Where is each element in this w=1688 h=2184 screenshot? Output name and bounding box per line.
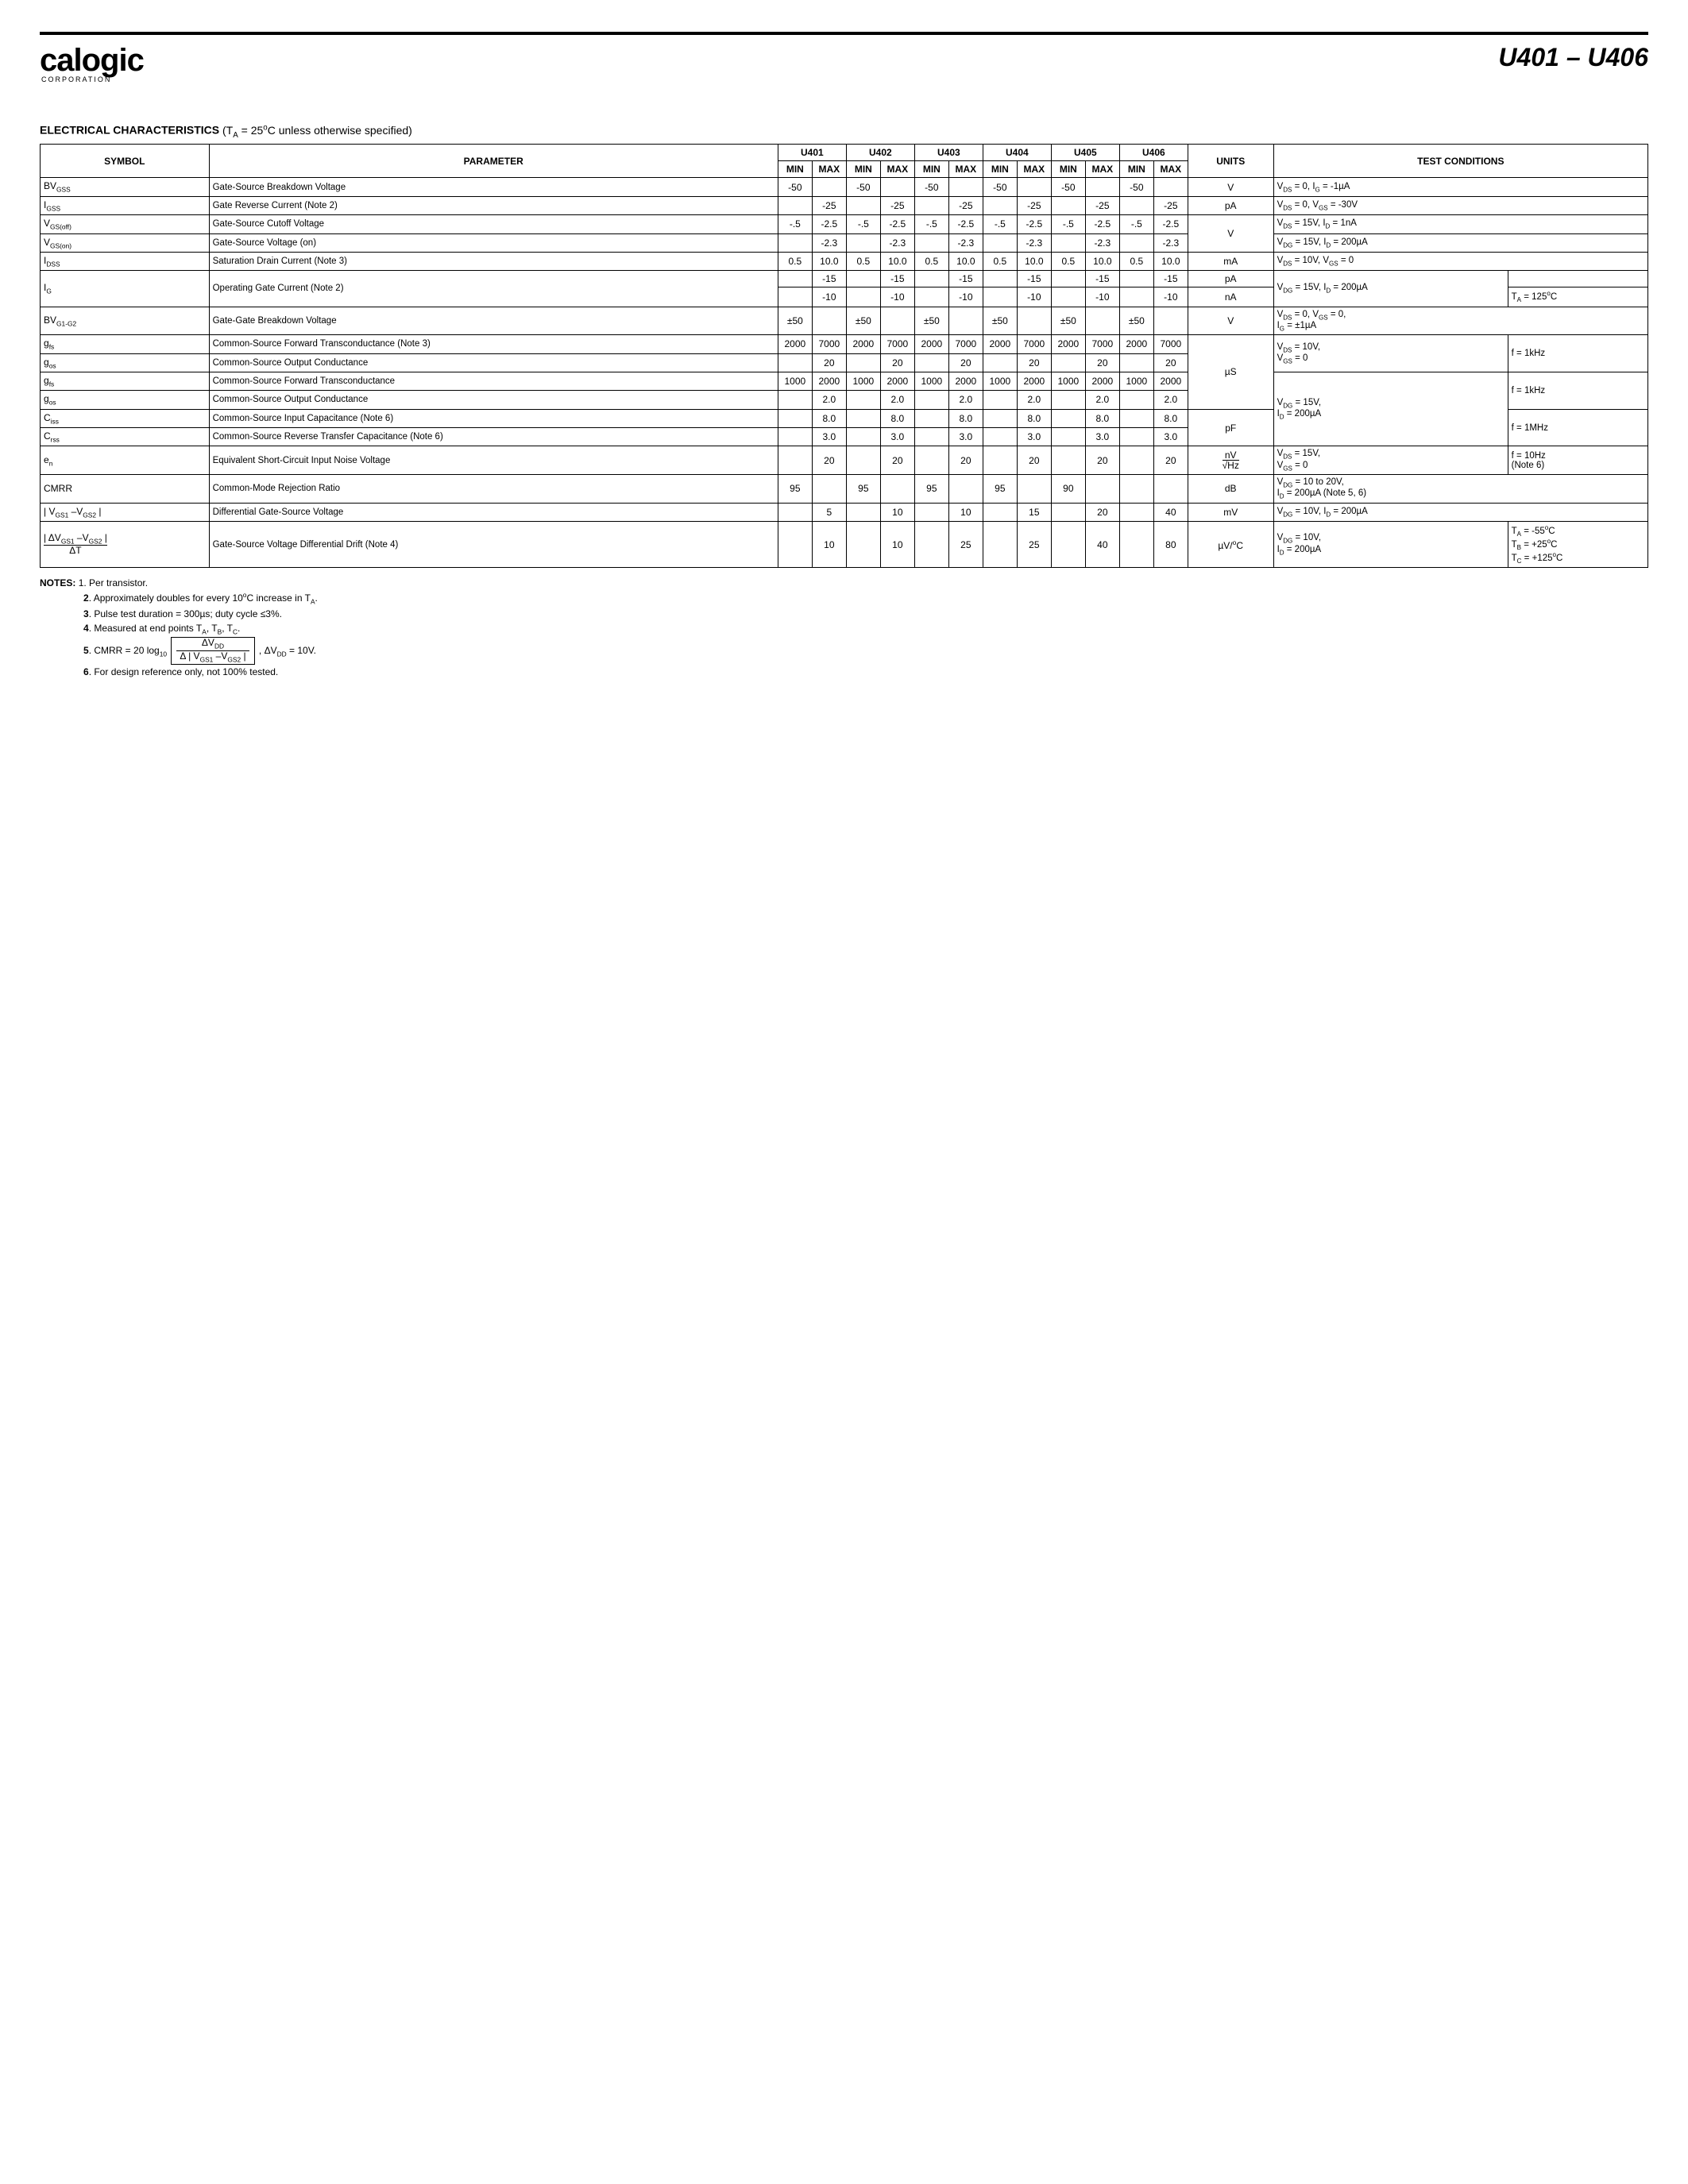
col-min: MIN xyxy=(983,161,1017,178)
cell-symbol: BVGSS xyxy=(41,178,210,196)
col-max: MAX xyxy=(1153,161,1188,178)
table-row: IDSS Saturation Drain Current (Note 3) 0… xyxy=(41,253,1648,271)
table-row: gfs Common-Source Forward Transconductan… xyxy=(41,372,1648,390)
col-min: MIN xyxy=(846,161,880,178)
table-row: IG Operating Gate Current (Note 2) -15 -… xyxy=(41,271,1648,287)
col-min: MIN xyxy=(1051,161,1085,178)
notes-label: NOTES: xyxy=(40,577,75,588)
table-row: gfs Common-Source Forward Transconductan… xyxy=(41,335,1648,353)
col-min: MIN xyxy=(914,161,948,178)
col-max: MAX xyxy=(948,161,983,178)
note-3: 3. Pulse test duration = 300µs; duty cyc… xyxy=(83,608,282,619)
col-max: MAX xyxy=(812,161,846,178)
section-title-bold: ELECTRICAL CHARACTERISTICS xyxy=(40,124,219,137)
table-row: | ΔVGS1 –VGS2 |ΔT Gate-Source Voltage Di… xyxy=(41,522,1648,568)
table-row: BVG1-G2 Gate-Gate Breakdown Voltage ±50 … xyxy=(41,307,1648,335)
note-6: 6. For design reference only, not 100% t… xyxy=(83,666,278,677)
note-2: 2. Approximately doubles for every 10oC … xyxy=(83,592,318,604)
section-title: ELECTRICAL CHARACTERISTICS (TA = 25oC un… xyxy=(40,123,1648,139)
note-5: 5. CMRR = 20 log10 ΔVDDΔ | VGS1 –VGS2 | … xyxy=(83,645,316,656)
col-min: MIN xyxy=(778,161,812,178)
col-max: MAX xyxy=(1085,161,1119,178)
cell-param: Gate-Source Breakdown Voltage xyxy=(209,178,778,196)
col-u403: U403 xyxy=(914,145,983,161)
header-bar: calogic CORPORATION U401 – U406 xyxy=(40,32,1648,83)
table-row: BVGSS Gate-Source Breakdown Voltage -50 … xyxy=(41,178,1648,196)
col-u401: U401 xyxy=(778,145,846,161)
section-title-cond: (TA = 25oC unless otherwise specified) xyxy=(219,124,412,137)
col-u402: U402 xyxy=(846,145,914,161)
col-units: UNITS xyxy=(1188,145,1273,178)
col-max: MAX xyxy=(880,161,914,178)
col-min: MIN xyxy=(1119,161,1153,178)
col-u404: U404 xyxy=(983,145,1051,161)
logo-text: calogic xyxy=(40,43,144,78)
col-u405: U405 xyxy=(1051,145,1119,161)
notes-block: NOTES: 1. Per transistor. 2. Approximate… xyxy=(40,576,1648,678)
note-1: 1. Per transistor. xyxy=(79,577,148,588)
table-row: VGS(on) Gate-Source Voltage (on) -2.3 -2… xyxy=(41,233,1648,252)
table-row: | VGS1 –VGS2 | Differential Gate-Source … xyxy=(41,503,1648,521)
table-row: CMRR Common-Mode Rejection Ratio 95 95 9… xyxy=(41,475,1648,504)
col-max: MAX xyxy=(1017,161,1051,178)
logo: calogic CORPORATION xyxy=(40,43,144,83)
note-4: 4. Measured at end points TA, TB, TC. xyxy=(83,623,240,634)
col-u406: U406 xyxy=(1119,145,1188,161)
table-row: IGSS Gate Reverse Current (Note 2) -25 -… xyxy=(41,196,1648,214)
table-row: en Equivalent Short-Circuit Input Noise … xyxy=(41,446,1648,475)
col-test: TEST CONDITIONS xyxy=(1273,145,1647,178)
spec-tbody: BVGSS Gate-Source Breakdown Voltage -50 … xyxy=(41,178,1648,568)
part-number: U401 – U406 xyxy=(1498,43,1648,72)
table-row: VGS(off) Gate-Source Cutoff Voltage -.5-… xyxy=(41,215,1648,233)
col-parameter: PARAMETER xyxy=(209,145,778,178)
col-symbol: SYMBOL xyxy=(41,145,210,178)
spec-table: SYMBOL PARAMETER U401 U402 U403 U404 U40… xyxy=(40,144,1648,568)
